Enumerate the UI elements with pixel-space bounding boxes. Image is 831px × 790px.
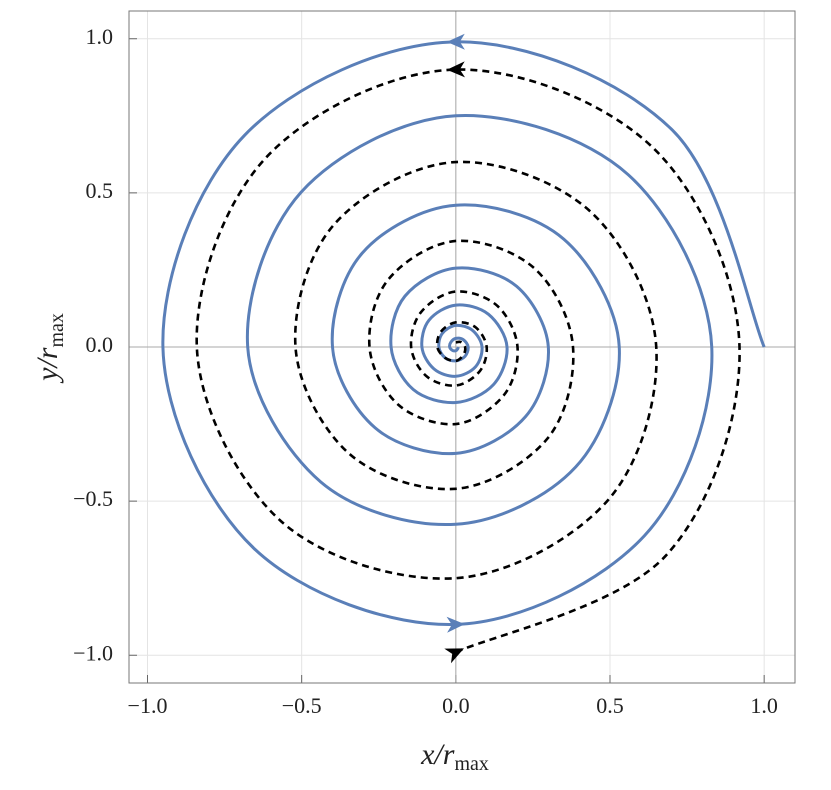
direction-arrow: [444, 648, 465, 664]
y-tick-label: 1.0: [86, 24, 114, 49]
direction-arrow: [446, 616, 465, 633]
x-tick-label: 0.0: [442, 693, 470, 718]
y-tick-label: −1.0: [73, 640, 113, 665]
y-label-sub: max: [46, 313, 68, 347]
x-tick-label: −0.5: [282, 693, 322, 718]
spiral-line: [161, 40, 766, 626]
direction-arrow: [446, 33, 465, 50]
plot-frame: [128, 10, 796, 684]
x-tick-label: −1.0: [128, 693, 168, 718]
y-tick-label: 0.0: [86, 332, 114, 357]
x-axis-label: x/rmax: [420, 738, 489, 775]
x-tick-label: 1.0: [750, 693, 778, 718]
y-axis-label: y/rmax: [31, 313, 68, 384]
y-tick-label: 0.5: [86, 178, 114, 203]
x-tick-label: 0.5: [596, 693, 624, 718]
y-tick-label: −0.5: [73, 486, 113, 511]
spiral-line: [195, 68, 741, 654]
y-label-main: y/r: [31, 347, 64, 384]
x-label-main: x/r: [420, 738, 455, 771]
x-label-sub: max: [454, 753, 488, 775]
direction-arrow: [446, 61, 466, 78]
